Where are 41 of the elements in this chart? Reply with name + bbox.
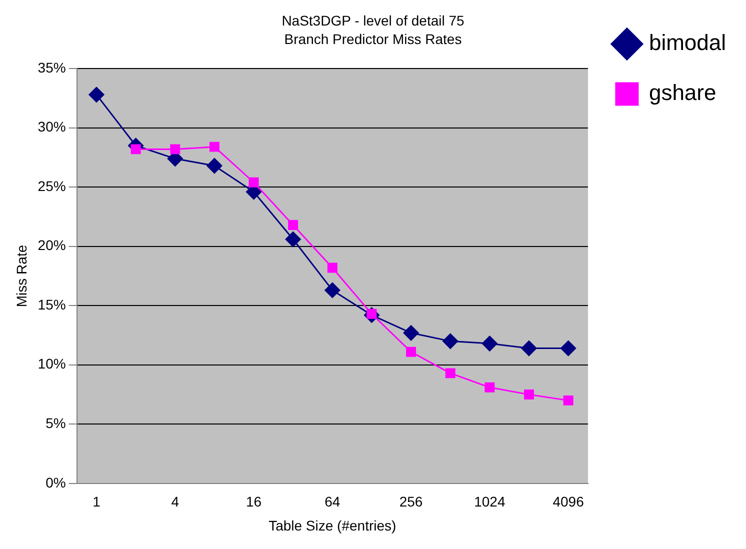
point — [288, 220, 298, 230]
x-tick-label: 1024 — [474, 494, 506, 510]
x-tick-label: 256 — [399, 494, 423, 510]
x-tick-label: 4096 — [552, 494, 584, 510]
legend-label: gshare — [648, 80, 716, 106]
y-tick-label: 30% — [38, 118, 66, 135]
point — [482, 336, 498, 352]
x-tick-label: 16 — [246, 494, 262, 510]
point — [484, 382, 495, 392]
x-tick-label: 4 — [171, 494, 180, 510]
y-tick-label: 5% — [46, 415, 66, 431]
point — [248, 177, 259, 188]
point — [327, 262, 338, 273]
x-tick-label: 1 — [92, 494, 101, 510]
y-tick-label: 25% — [38, 178, 66, 194]
point — [285, 232, 301, 248]
y-tick-label: 20% — [38, 237, 66, 254]
x-tick-label: 64 — [324, 494, 340, 510]
point — [403, 325, 419, 341]
point — [170, 144, 180, 154]
point — [206, 158, 222, 174]
y-tick-label: 10% — [38, 356, 66, 372]
point — [563, 395, 574, 406]
point — [442, 333, 458, 349]
point — [521, 340, 537, 356]
point — [406, 346, 416, 357]
y-tick-label: 0% — [46, 474, 66, 490]
point — [130, 144, 141, 154]
point — [324, 282, 340, 298]
chart-subtitle: Branch Predictor Miss Rates — [284, 31, 462, 48]
y-tick-label: 15% — [38, 296, 66, 312]
point — [88, 86, 104, 102]
point — [445, 368, 456, 378]
chart-title: NaSt3DGP - level of detail 75 — [282, 12, 465, 28]
point — [209, 142, 220, 152]
y-axis-title: Miss Rate — [13, 244, 30, 308]
legend-label: bimodal — [648, 30, 726, 56]
point — [560, 340, 576, 356]
y-tick-label: 35% — [38, 59, 66, 76]
x-axis-title: Table Size (#entries) — [268, 517, 396, 534]
point — [524, 390, 534, 400]
